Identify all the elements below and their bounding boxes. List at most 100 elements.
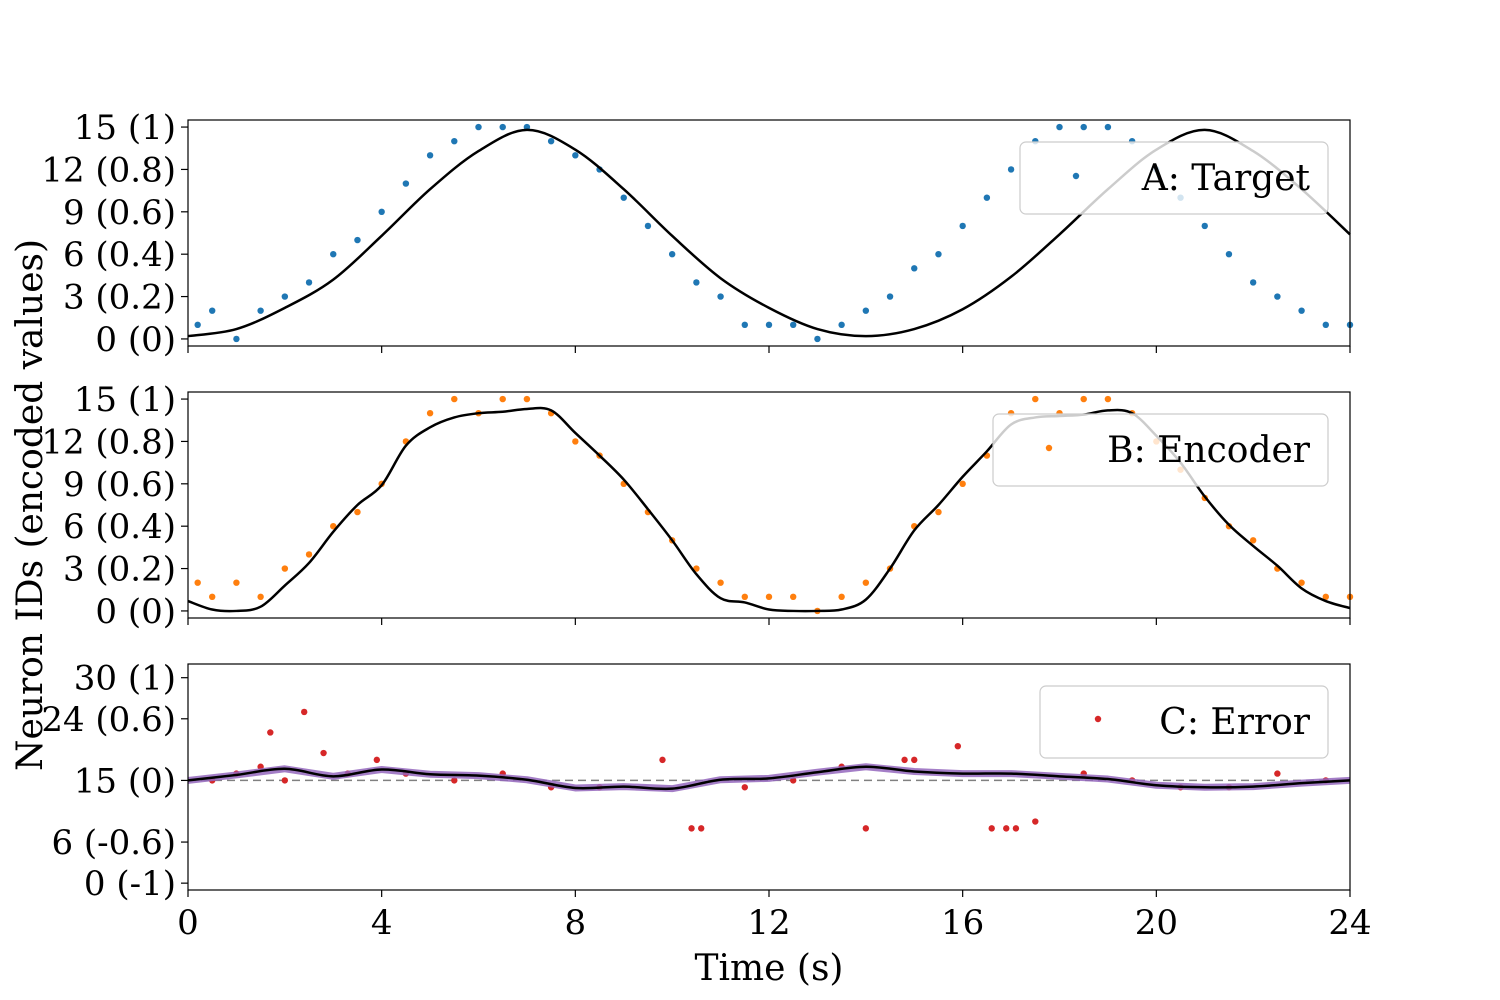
spike-point <box>402 180 410 187</box>
y-tick-label: 12 (0.8) <box>41 422 176 462</box>
spike-point <box>693 279 700 286</box>
spike-point <box>1274 770 1281 777</box>
spike-point <box>862 307 870 314</box>
spike-point <box>267 729 274 736</box>
spike-point <box>814 335 821 343</box>
spike-point <box>741 321 748 329</box>
y-tick-label: 30 (1) <box>74 659 176 699</box>
spike-point <box>1104 123 1112 131</box>
y-tick-label: 0 (0) <box>95 592 176 632</box>
spike-point <box>1322 593 1329 601</box>
spike-point <box>838 593 845 601</box>
spike-point <box>1201 222 1208 230</box>
spike-point <box>1249 537 1257 544</box>
y-tick-label: 3 (0.2) <box>63 550 176 590</box>
spike-point <box>959 222 966 230</box>
x-tick-label: 0 <box>177 903 199 943</box>
spike-point <box>572 152 579 159</box>
legend-marker <box>1072 172 1080 180</box>
legend: C: Error <box>1039 685 1329 759</box>
spike-point <box>1003 825 1010 832</box>
spike-point <box>378 208 385 216</box>
y-tick-label: 15 (1) <box>74 380 176 420</box>
spike-point <box>1274 293 1281 300</box>
spike-point <box>668 250 676 258</box>
spike-point <box>301 708 308 716</box>
spike-point <box>959 480 966 488</box>
y-tick-label: 6 (-0.6) <box>51 823 176 863</box>
spike-point <box>901 756 908 764</box>
spike-point <box>257 307 264 314</box>
y-tick-label: 15 (1) <box>74 108 176 148</box>
spike-point <box>1032 818 1039 825</box>
spike-point <box>886 293 894 300</box>
panel-C: 0 (-1)6 (-0.6) 15 (0) 24 (0.6)30 (1) 0 4 8 12 1… <box>41 659 1371 943</box>
spike-point <box>1322 321 1329 329</box>
panel-B: 0 (0)3 (0.2)6 (0.4)9 (0.6)12 (0.8)15 (1)… <box>41 380 1354 632</box>
spike-point <box>1056 123 1063 131</box>
y-tick-label: 9 (0.6) <box>63 193 176 233</box>
spike-point <box>862 825 870 832</box>
x-axis-label: Time (s) <box>695 948 844 989</box>
legend-label: C: Error <box>1159 702 1310 743</box>
y-tick-label: 0 (0) <box>95 320 176 360</box>
spike-point <box>659 756 666 764</box>
spike-point <box>644 222 652 230</box>
spike-points <box>194 123 1354 343</box>
x-tick-label: 8 <box>565 903 587 943</box>
legend-label: B: Encoder <box>1107 430 1311 471</box>
y-tick-label: 6 (0.4) <box>63 235 176 275</box>
y-tick-label: 9 (0.6) <box>63 465 176 505</box>
spike-point <box>693 565 700 572</box>
spike-point <box>1298 579 1305 586</box>
spike-point <box>194 321 201 329</box>
spike-point <box>765 321 773 329</box>
spike-point <box>281 293 289 300</box>
spike-point <box>698 825 705 832</box>
legend: A: Target <box>1019 141 1329 215</box>
spike-point <box>281 777 289 784</box>
spike-point <box>717 293 724 300</box>
legend-marker <box>1045 444 1053 452</box>
y-tick-label: 6 (0.4) <box>63 507 176 547</box>
spike-point <box>1104 395 1112 403</box>
legend-marker <box>1094 715 1102 723</box>
spike-point <box>911 265 918 272</box>
x-tick-label: 16 <box>941 903 984 943</box>
spike-point <box>499 395 506 403</box>
spike-point <box>935 250 942 258</box>
spike-point <box>765 593 773 601</box>
spike-point <box>330 522 337 530</box>
spike-point <box>741 784 748 791</box>
spike-point <box>426 152 434 159</box>
panel-A: 0 (0)3 (0.2)6 (0.4)9 (0.6)12 (0.8)15 (1)… <box>41 108 1354 360</box>
spike-point <box>1080 123 1087 131</box>
panels: 0 (0)3 (0.2)6 (0.4)9 (0.6)12 (0.8)15 (1)… <box>41 108 1371 943</box>
spike-point <box>862 579 870 586</box>
spike-point <box>209 307 216 314</box>
spike-point <box>838 321 845 329</box>
spike-point <box>523 395 531 403</box>
y-tick-label: 15 (0) <box>74 761 176 801</box>
spike-point <box>983 194 991 201</box>
spike-point <box>547 137 555 145</box>
decoded-line <box>187 765 1351 791</box>
spike-point <box>620 194 627 201</box>
spike-point <box>330 250 337 258</box>
spike-point <box>688 825 695 832</box>
spike-point <box>305 551 313 558</box>
spike-point <box>194 579 201 586</box>
spike-point <box>305 279 313 286</box>
legend-frame <box>992 413 1329 487</box>
spike-point <box>935 508 942 516</box>
y-tick-label: 24 (0.6) <box>41 700 176 740</box>
spike-point <box>373 756 381 764</box>
y-tick-label: 12 (0.8) <box>41 150 176 190</box>
spike-point <box>451 777 458 784</box>
spike-point <box>451 137 458 145</box>
spike-point <box>911 756 918 764</box>
legend: B: Encoder <box>992 413 1329 487</box>
spike-point <box>257 593 264 601</box>
y-tick-label: 0 (-1) <box>84 864 176 904</box>
